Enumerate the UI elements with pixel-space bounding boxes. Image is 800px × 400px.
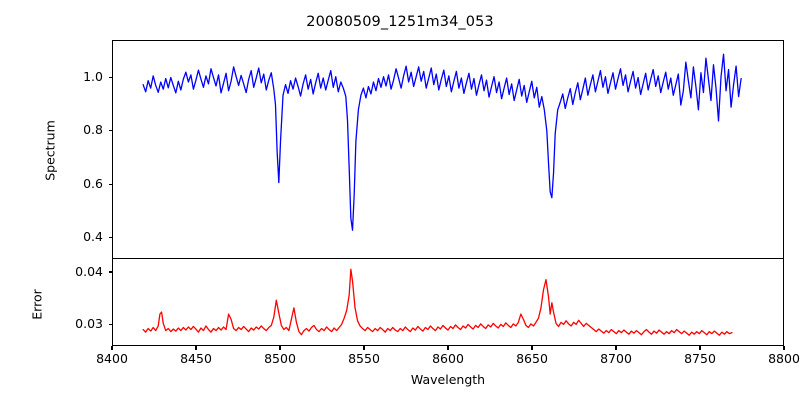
x-tick-label-8800: 8800 (768, 351, 800, 366)
x-tick-label-8500: 8500 (264, 351, 296, 366)
y-tick-mark-spectrum-0.4 (108, 237, 112, 239)
figure-title: 20080509_1251m34_053 (306, 14, 494, 30)
spectrum-panel (112, 40, 784, 259)
x-tick-mark-8550 (363, 346, 365, 350)
x-tick-mark-8500 (279, 346, 281, 350)
y-tick-mark-error-0.04 (108, 271, 112, 273)
x-tick-mark-8700 (615, 346, 617, 350)
spectrum-line (143, 54, 741, 230)
x-tick-mark-8400 (111, 346, 113, 350)
x-tick-label-8600: 8600 (432, 351, 464, 366)
x-tick-mark-8750 (699, 346, 701, 350)
x-tick-mark-8600 (447, 346, 449, 350)
error-line (143, 269, 732, 335)
x-tick-label-8550: 8550 (348, 351, 380, 366)
x-tick-mark-8650 (531, 346, 533, 350)
y-tick-mark-error-0.03 (108, 323, 112, 325)
x-tick-label-8700: 8700 (600, 351, 632, 366)
x-tick-label-8400: 8400 (96, 351, 128, 366)
x-tick-label-8750: 8750 (684, 351, 716, 366)
y-tick-label-spectrum-1: 1.0 (83, 68, 103, 84)
x-tick-label-8450: 8450 (180, 351, 212, 366)
y-tick-mark-spectrum-1 (108, 76, 112, 78)
spectrum-plot-area (113, 41, 783, 258)
y-axis-title-spectrum: Spectrum (42, 120, 58, 181)
x-tick-mark-8800 (783, 346, 785, 350)
y-tick-label-spectrum-0.6: 0.6 (83, 175, 103, 191)
y-axis-title-error: Error (29, 289, 45, 320)
y-tick-mark-spectrum-0.6 (108, 183, 112, 185)
x-tick-mark-8450 (195, 346, 197, 350)
error-panel (112, 259, 784, 346)
x-tick-label-8650: 8650 (516, 351, 548, 366)
y-tick-label-spectrum-0.8: 0.8 (83, 122, 103, 138)
y-tick-label-error-0.03: 0.03 (75, 315, 103, 331)
error-plot-area (113, 259, 783, 345)
y-tick-mark-spectrum-0.8 (108, 130, 112, 132)
y-tick-label-error-0.04: 0.04 (75, 263, 103, 279)
x-axis-title: Wavelength (410, 372, 486, 387)
y-tick-label-spectrum-0.4: 0.4 (83, 229, 103, 245)
